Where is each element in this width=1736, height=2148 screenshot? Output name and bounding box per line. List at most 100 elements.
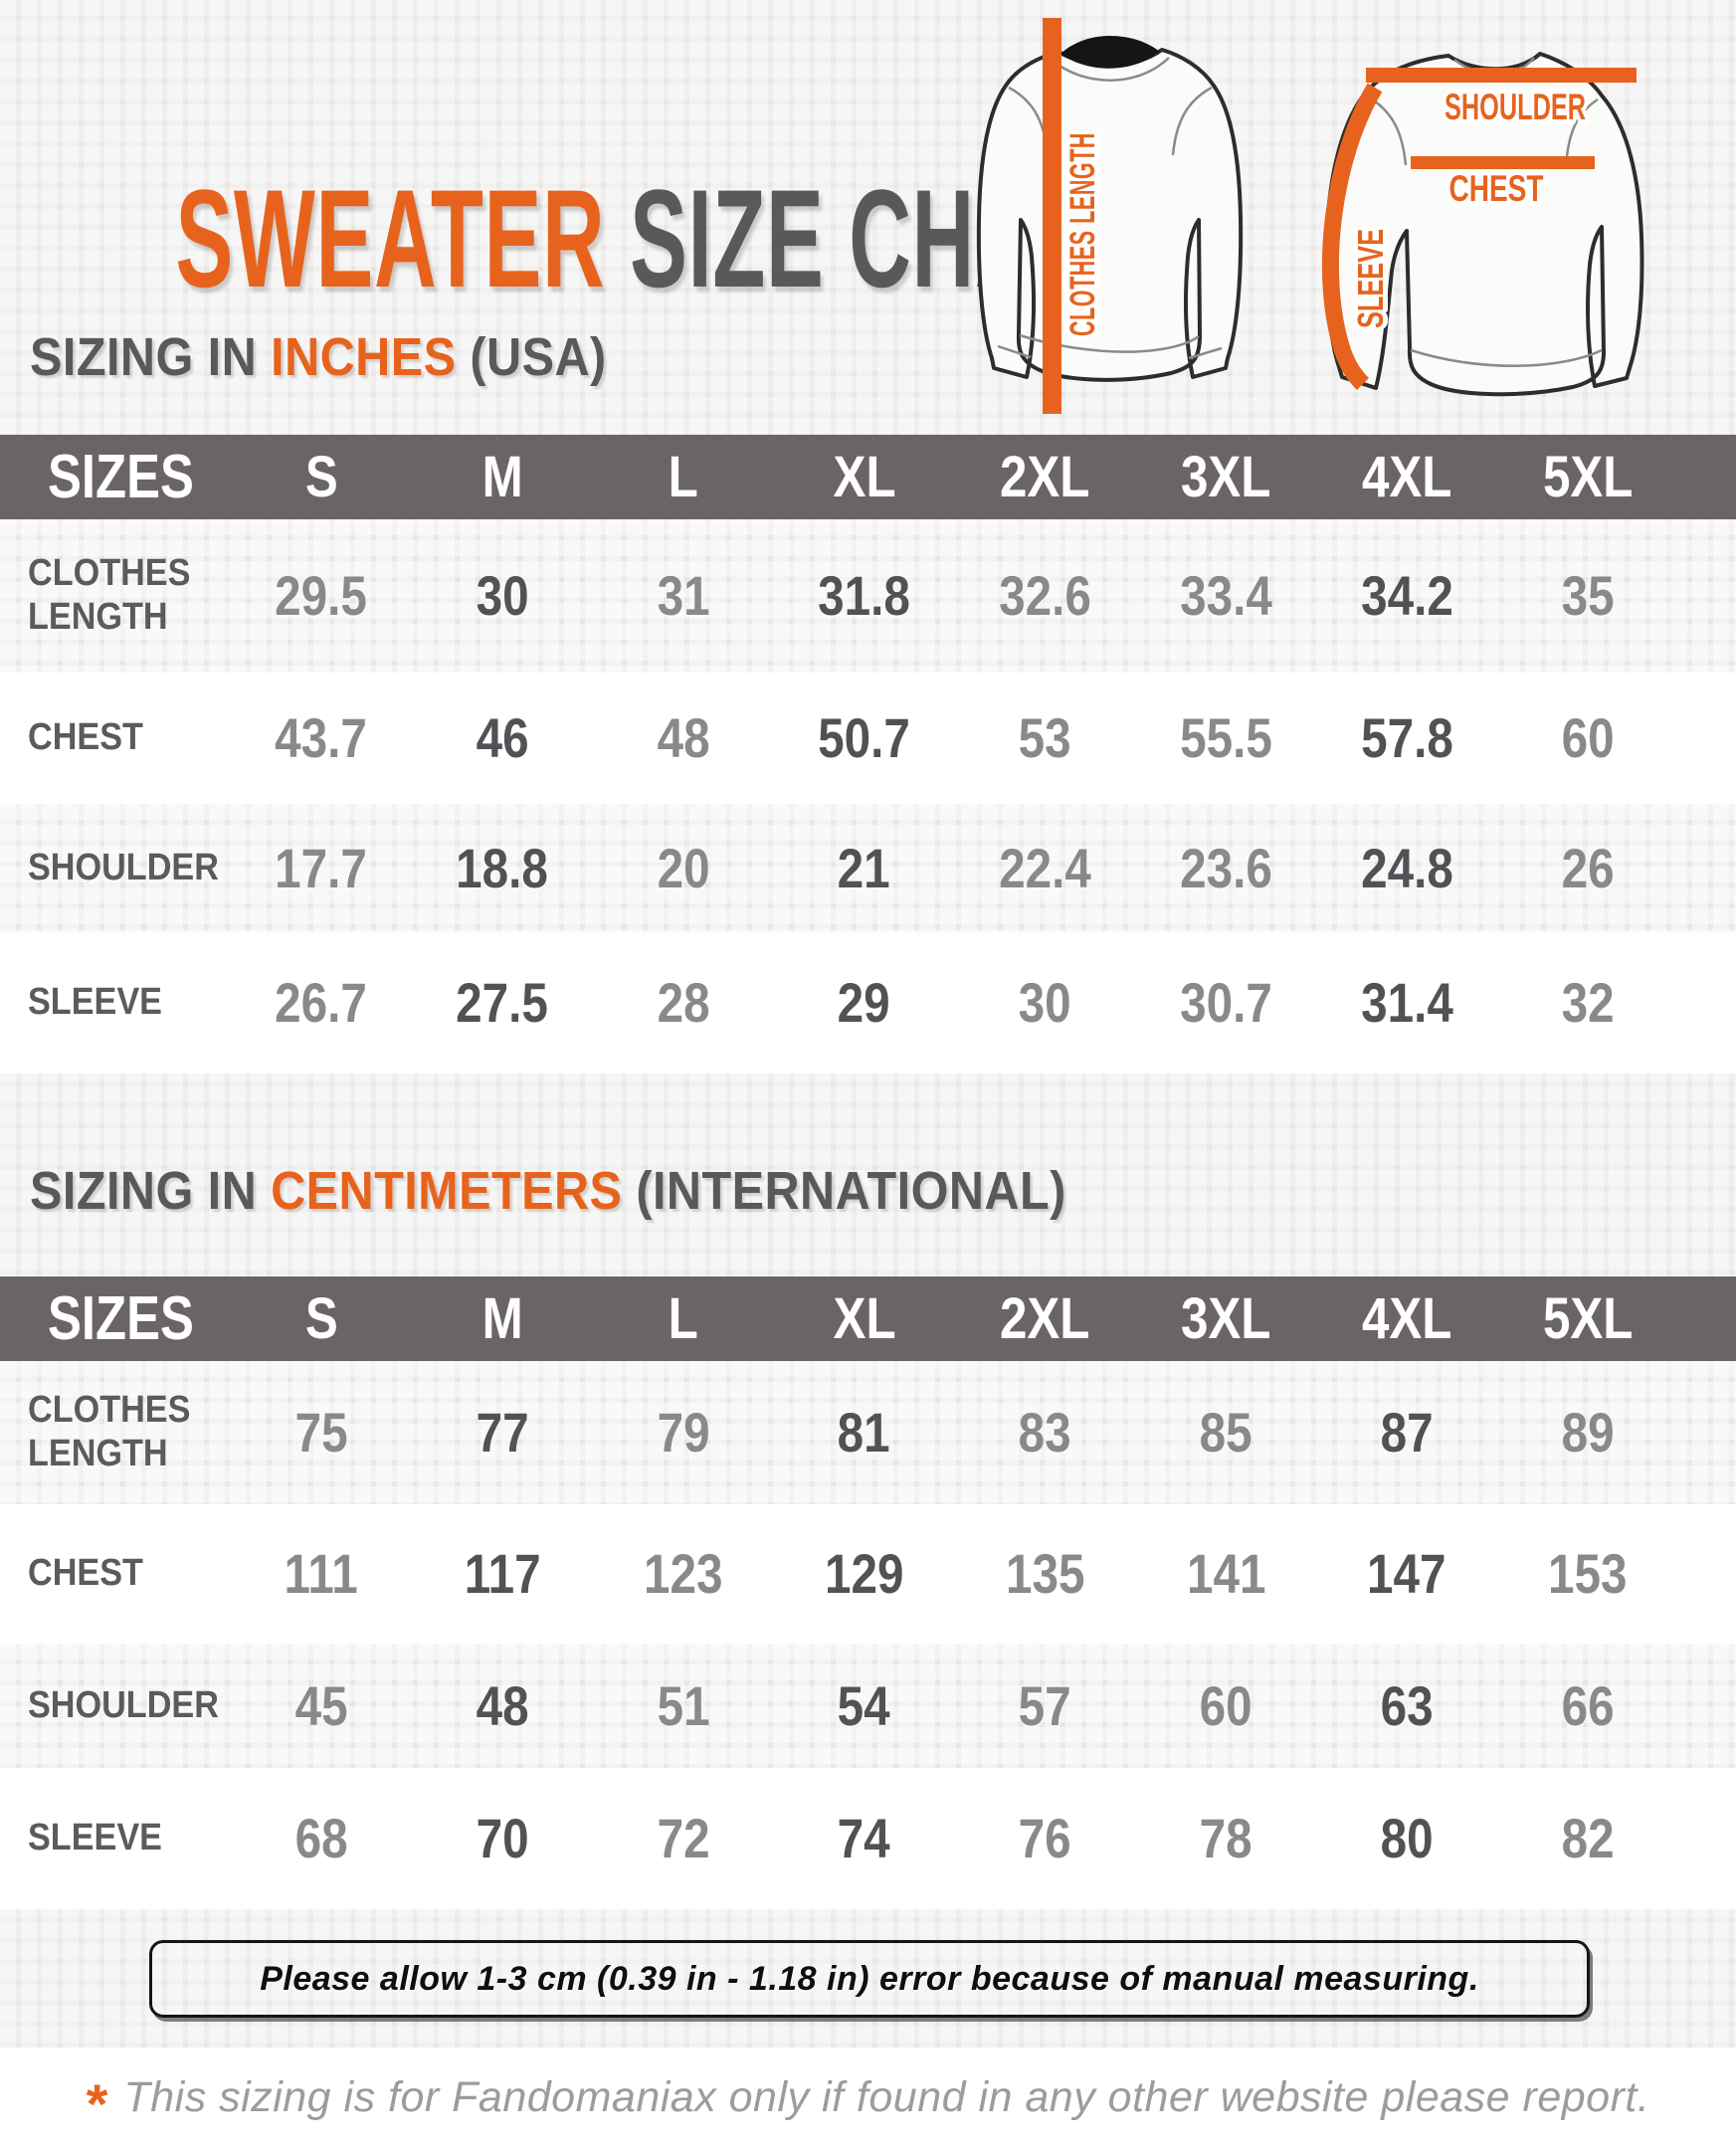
column-header: L (668, 444, 698, 509)
column-header: 2XL (1000, 444, 1090, 509)
size-value: 117 (464, 1542, 541, 1605)
size-value: 57.8 (1360, 706, 1453, 769)
column-header: XL (833, 1285, 896, 1351)
column-header: 4XL (1361, 1285, 1452, 1351)
size-value: 32 (1561, 971, 1615, 1034)
size-value: 129 (824, 1542, 904, 1605)
size-value: 83 (1018, 1401, 1071, 1464)
size-value: 23.6 (1179, 836, 1272, 899)
heading-highlight: INCHES (271, 327, 457, 387)
size-value: 18.8 (456, 836, 549, 899)
row-label: CLOTHES LENGTH (28, 552, 191, 638)
table-row-sleeve: SLEEVE 68 70 72 74 76 78 80 82 (0, 1768, 1736, 1909)
table-header-row: SIZES S M L XL 2XL 3XL 4XL 5XL (0, 1276, 1736, 1361)
clothes-length-label: CLOTHES LENGTH (1063, 132, 1102, 336)
sweater-front-illustration: CLOTHES LENGTH (976, 18, 1244, 414)
measuring-note-box: Please allow 1-3 cm (0.39 in - 1.18 in) … (149, 1940, 1590, 2018)
size-value: 35 (1561, 564, 1615, 627)
table-row-chest: CHEST 43.7 46 48 50.7 53 55.5 57.8 60 (0, 673, 1736, 804)
size-value: 50.7 (818, 706, 910, 769)
size-value: 111 (284, 1542, 359, 1605)
size-value: 45 (294, 1673, 348, 1737)
size-value: 46 (476, 706, 529, 769)
size-value: 27.5 (456, 971, 549, 1034)
inches-size-table: SIZES S M L XL 2XL 3XL 4XL 5XL CLOTHES L… (0, 435, 1736, 1074)
heading-pre: SIZING IN (30, 1161, 272, 1221)
size-value: 72 (657, 1807, 710, 1869)
column-header: S (304, 444, 338, 509)
heading-sizing-centimeters: SIZING IN CENTIMETERS (INTERNATIONAL) (30, 1161, 1181, 1221)
centimeters-size-table: SIZES S M L XL 2XL 3XL 4XL 5XL CLOTHES L… (0, 1276, 1736, 1909)
sleeve-label: SLEEVE (1350, 229, 1391, 328)
size-value: 48 (657, 706, 710, 769)
clothes-length-measure-bar (1043, 18, 1061, 414)
size-value: 60 (1199, 1673, 1253, 1737)
row-label: SHOULDER (28, 1683, 219, 1726)
size-value: 17.7 (275, 836, 368, 899)
column-header-sizes: SIZES (48, 442, 194, 511)
size-value: 85 (1199, 1401, 1253, 1464)
heading-post: (INTERNATIONAL) (622, 1161, 1066, 1221)
size-value: 28 (657, 971, 710, 1034)
footer-disclaimer-text: This sizing is for Fandomaniax only if f… (123, 2073, 1650, 2121)
size-value: 29.5 (275, 564, 368, 627)
column-header: M (482, 1285, 523, 1351)
row-label: SLEEVE (28, 1817, 162, 1859)
size-value: 78 (1199, 1807, 1253, 1869)
row-label: SHOULDER (28, 846, 219, 888)
column-header: L (668, 1285, 698, 1351)
table-row-shoulder: SHOULDER 17.7 18.8 20 21 22.4 23.6 24.8 … (0, 804, 1736, 932)
size-value: 147 (1367, 1542, 1447, 1605)
heading-sizing-inches: SIZING IN INCHES (USA) (30, 327, 671, 387)
chest-measure-bar (1411, 156, 1595, 169)
sweater-back-illustration: SHOULDER CHEST SLEEVE (1321, 52, 1644, 397)
right-cuff-line (1188, 346, 1223, 360)
row-label: CHEST (28, 716, 143, 759)
size-value: 30.7 (1179, 971, 1272, 1034)
size-value: 22.4 (999, 836, 1091, 899)
size-value: 79 (657, 1401, 710, 1464)
row-label: SLEEVE (28, 981, 162, 1024)
size-value: 31.4 (1360, 971, 1453, 1034)
size-value: 81 (838, 1401, 891, 1464)
size-value: 43.7 (275, 706, 368, 769)
size-value: 135 (1005, 1542, 1085, 1605)
left-cuff-line (997, 344, 1032, 359)
column-header: 4XL (1361, 444, 1452, 509)
collar-rib-line (1051, 57, 1170, 82)
size-value: 74 (838, 1807, 891, 1869)
shoulder-measure-bar (1366, 68, 1637, 83)
table-header-row: SIZES S M L XL 2XL 3XL 4XL 5XL (0, 435, 1736, 519)
size-value: 80 (1380, 1807, 1434, 1869)
size-value: 26.7 (275, 971, 368, 1034)
column-header: 5XL (1542, 444, 1634, 509)
size-value: 20 (657, 836, 710, 899)
size-value: 87 (1380, 1401, 1434, 1464)
size-value: 30 (1018, 971, 1071, 1034)
column-header: 3XL (1181, 1285, 1271, 1351)
size-value: 153 (1548, 1542, 1628, 1605)
size-value: 68 (294, 1807, 348, 1869)
size-value: 57 (1018, 1673, 1071, 1737)
size-value: 31.8 (818, 564, 910, 627)
column-header: XL (833, 444, 896, 509)
size-value: 89 (1561, 1401, 1615, 1464)
table-row-chest: CHEST 111 117 123 129 135 141 147 153 (0, 1504, 1736, 1644)
size-value: 123 (643, 1542, 723, 1605)
measuring-note-text: Please allow 1-3 cm (0.39 in - 1.18 in) … (260, 1959, 1479, 1998)
column-header: S (304, 1285, 338, 1351)
table-row-clothes-length: CLOTHES LENGTH 29.5 30 31 31.8 32.6 33.4… (0, 519, 1736, 673)
heading-highlight: CENTIMETERS (271, 1161, 623, 1221)
size-value: 75 (294, 1401, 348, 1464)
size-value: 55.5 (1179, 706, 1272, 769)
collar-opening (1061, 36, 1160, 69)
column-header-sizes: SIZES (48, 1283, 194, 1353)
size-value: 24.8 (1360, 836, 1453, 899)
size-value: 30 (476, 564, 529, 627)
back-hem-rib-line (1410, 348, 1603, 367)
sweater-front-body (976, 48, 1244, 382)
size-value: 63 (1380, 1673, 1434, 1737)
column-header: 2XL (1000, 1285, 1090, 1351)
size-value: 21 (838, 836, 891, 899)
